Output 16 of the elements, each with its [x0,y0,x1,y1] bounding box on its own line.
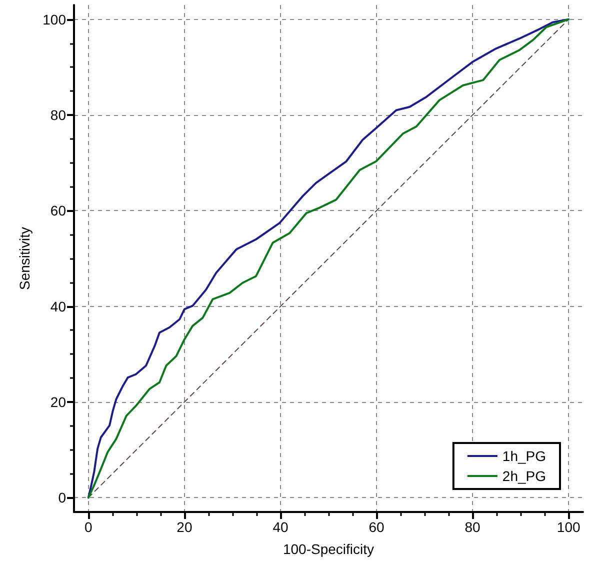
legend-label: 1h_PG [502,448,546,464]
x-tick-label: 40 [272,519,288,535]
legend-label: 2h_PG [502,468,546,484]
y-axis-title: Sensitivity [16,226,33,290]
x-tick-label: 80 [464,519,481,535]
x-axis-title: 100-Specificity [282,541,374,557]
y-tick-label: 40 [50,298,66,314]
x-tick-label: 0 [84,519,93,535]
x-tick-label: 20 [176,519,192,535]
y-tick-label: 80 [50,107,66,124]
y-tick-label: 0 [58,490,66,506]
y-tick-label: 20 [50,394,66,410]
y-tick-label: 60 [50,202,66,219]
x-tick-label: 100 [556,519,580,535]
x-tick-label: 60 [368,519,385,535]
y-tick-label: 100 [42,11,66,28]
